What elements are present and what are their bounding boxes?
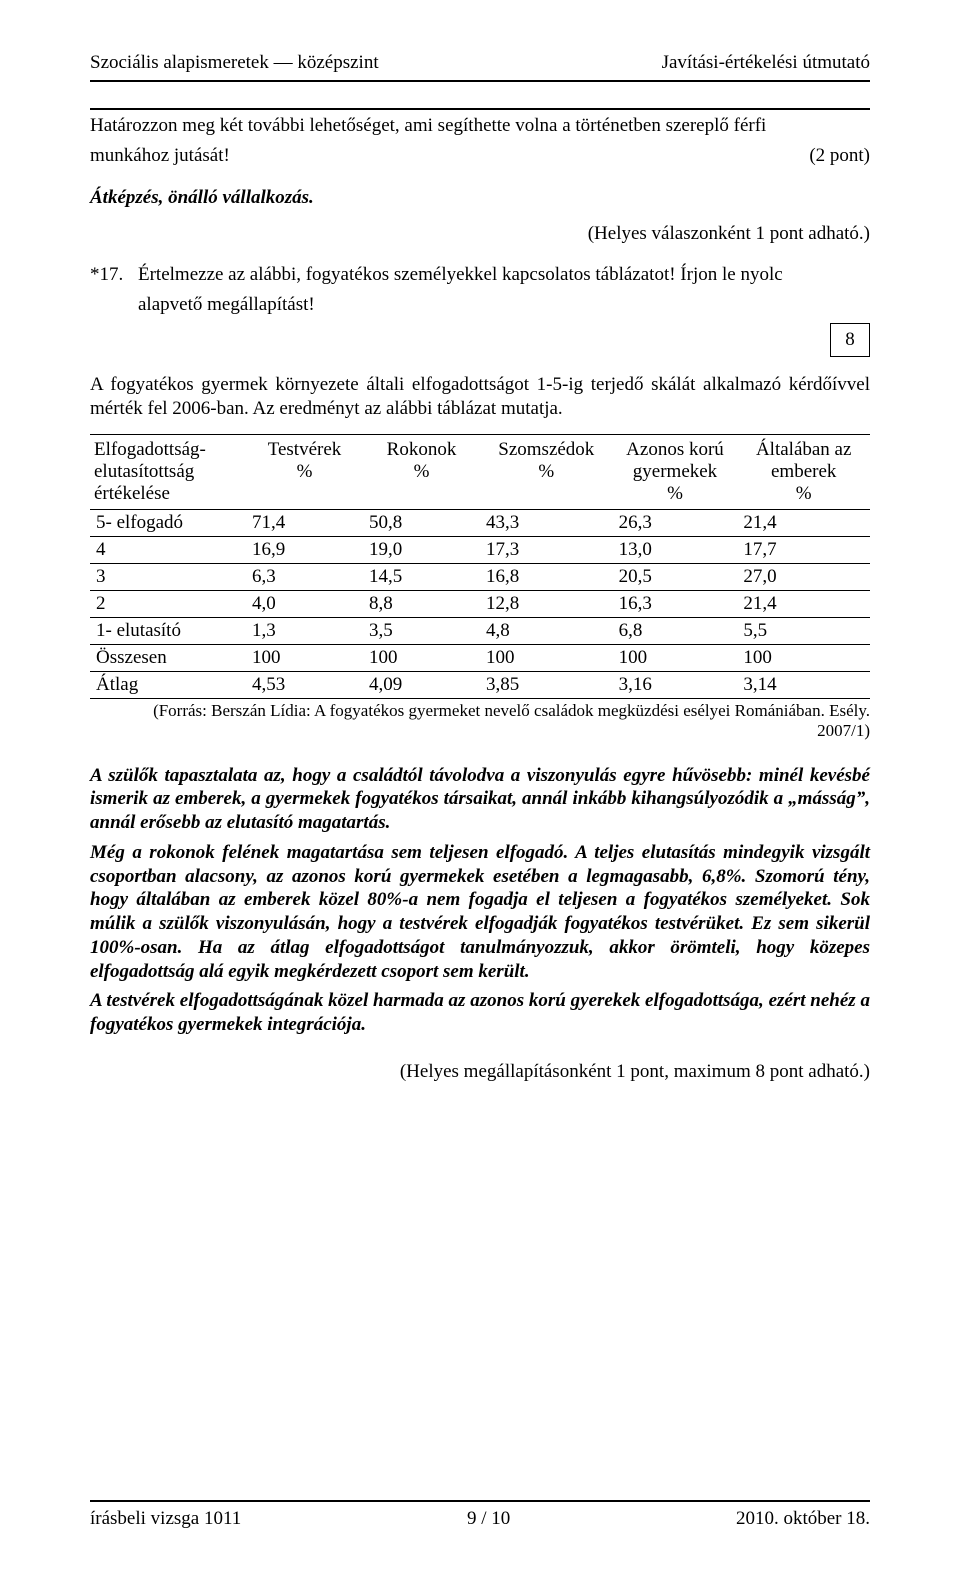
q17-prompt-line1: Értelmezze az alábbi, fogyatékos személy… [138, 263, 783, 287]
page-header: Szociális alapismeretek — középszint Jav… [90, 52, 870, 74]
table-row: 416,919,017,313,017,7 [90, 536, 870, 563]
data-table: Elfogadottság-elutasítottságértékelése T… [90, 434, 870, 699]
q17-prompt-line2: alapvető megállapítást! [138, 294, 315, 315]
col-header-5: Általában azemberek% [737, 435, 870, 510]
table-cell: 13,0 [613, 536, 738, 563]
table-cell: 100 [613, 644, 738, 671]
footer-center: 9 / 10 [467, 1508, 510, 1530]
table-cell: 43,3 [480, 509, 613, 536]
q17-block: *17. Értelmezze az alábbi, fogyatékos sz… [90, 263, 870, 357]
table-row: 5- elfogadó71,450,843,326,321,4 [90, 509, 870, 536]
table-cell: 100 [480, 644, 613, 671]
header-rule [90, 80, 870, 82]
table-cell: 4,0 [246, 590, 363, 617]
q17-intro: A fogyatékos gyermek környezete általi e… [90, 373, 870, 421]
col-header-2: Rokonok% [363, 435, 480, 510]
table-cell: 27,0 [737, 563, 870, 590]
analysis-p3: A testvérek elfogadottságának közel harm… [90, 989, 870, 1037]
footer-left: írásbeli vizsga 1011 [90, 1508, 241, 1530]
table-cell: 4,09 [363, 671, 480, 698]
table-cell: 100 [363, 644, 480, 671]
q17-score: 8 [845, 328, 855, 352]
table-cell: 6,3 [246, 563, 363, 590]
source-line1: (Forrás: Berszán Lídia: A fogyatékos gye… [153, 701, 870, 720]
page: Szociális alapismeretek — középszint Jav… [0, 0, 960, 1578]
table-cell: 20,5 [613, 563, 738, 590]
analysis-section: A szülők tapasztalata az, hogy a családt… [90, 764, 870, 1037]
table-cell: 71,4 [246, 509, 363, 536]
table-cell: 3,16 [613, 671, 738, 698]
table-cell: 12,8 [480, 590, 613, 617]
table-row: 36,314,516,820,527,0 [90, 563, 870, 590]
table-cell: 19,0 [363, 536, 480, 563]
col-header-0: Elfogadottság-elutasítottságértékelése [90, 435, 246, 510]
table-cell: 3,85 [480, 671, 613, 698]
table-cell: 100 [246, 644, 363, 671]
source-line2: 2007/1) [817, 721, 870, 740]
q17-score-box: 8 [830, 323, 870, 357]
table-header-row: Elfogadottság-elutasítottságértékelése T… [90, 435, 870, 510]
table-cell: 3 [90, 563, 246, 590]
table-cell: Átlag [90, 671, 246, 698]
table-cell: 14,5 [363, 563, 480, 590]
col-header-1: Testvérek% [246, 435, 363, 510]
table-cell: 17,7 [737, 536, 870, 563]
analysis-p1: A szülők tapasztalata az, hogy a családt… [90, 764, 870, 835]
q16-points: (2 pont) [809, 144, 870, 168]
analysis-note: (Helyes megállapításonként 1 pont, maxim… [90, 1061, 870, 1083]
table-cell: 3,5 [363, 617, 480, 644]
table-cell: 21,4 [737, 590, 870, 617]
q17-label: *17. [90, 263, 138, 287]
page-footer: írásbeli vizsga 1011 9 / 10 2010. októbe… [90, 1500, 870, 1530]
table-row: Összesen100100100100100 [90, 644, 870, 671]
table-cell: 26,3 [613, 509, 738, 536]
table-cell: 4 [90, 536, 246, 563]
table-cell: 4,53 [246, 671, 363, 698]
table-row: 24,08,812,816,321,4 [90, 590, 870, 617]
table-cell: 16,9 [246, 536, 363, 563]
footer-rule [90, 1500, 870, 1502]
col-header-3: Szomszédok% [480, 435, 613, 510]
header-left: Szociális alapismeretek — középszint [90, 52, 379, 74]
table-cell: 5,5 [737, 617, 870, 644]
table-head: Elfogadottság-elutasítottságértékelése T… [90, 435, 870, 510]
q16-note: (Helyes válaszonként 1 pont adható.) [90, 223, 870, 245]
table-cell: 16,3 [613, 590, 738, 617]
table-cell: 50,8 [363, 509, 480, 536]
analysis-p2: Még a rokonok felének magatartása sem te… [90, 841, 870, 984]
question-rule-top [90, 108, 870, 110]
col-header-4: Azonos korúgyermekek% [613, 435, 738, 510]
table-cell: 8,8 [363, 590, 480, 617]
table-cell: 4,8 [480, 617, 613, 644]
table-cell: 1,3 [246, 617, 363, 644]
q16-prompt-line1: Határozzon meg két további lehetőséget, … [90, 115, 766, 136]
table-cell: 3,14 [737, 671, 870, 698]
table-cell: 21,4 [737, 509, 870, 536]
table-cell: 6,8 [613, 617, 738, 644]
table-cell: Összesen [90, 644, 246, 671]
table-row: 1- elutasító1,33,54,86,85,5 [90, 617, 870, 644]
q17-intro-line1: A fogyatékos gyermek környezete általi e… [90, 374, 781, 395]
table-cell: 100 [737, 644, 870, 671]
table-source: (Forrás: Berszán Lídia: A fogyatékos gye… [90, 701, 870, 742]
table-body: 5- elfogadó71,450,843,326,321,4416,919,0… [90, 509, 870, 698]
q16-prompt: Határozzon meg két további lehetőséget, … [90, 114, 870, 138]
table-cell: 16,8 [480, 563, 613, 590]
header-right: Javítási-értékelési útmutató [662, 52, 870, 74]
table-row: Átlag4,534,093,853,163,14 [90, 671, 870, 698]
footer-right: 2010. október 18. [736, 1508, 870, 1530]
table-cell: 5- elfogadó [90, 509, 246, 536]
q16-prompt-line2: munkához jutását! [90, 144, 230, 168]
table-cell: 2 [90, 590, 246, 617]
table-cell: 17,3 [480, 536, 613, 563]
q16-prompt-row2: munkához jutását! (2 pont) [90, 144, 870, 168]
q16-answer: Átképzés, önálló vállalkozás. [90, 186, 870, 210]
table-cell: 1- elutasító [90, 617, 246, 644]
